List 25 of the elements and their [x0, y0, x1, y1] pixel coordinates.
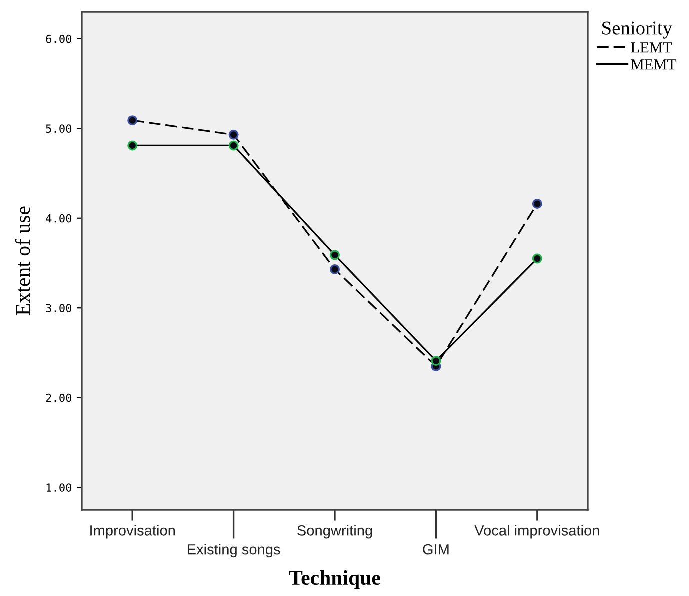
legend-title: Seniority: [602, 22, 672, 39]
y-tick-label: 4.00: [46, 214, 72, 223]
point: [128, 116, 138, 126]
y-tick-label: 1.00: [46, 484, 72, 492]
point: [330, 250, 340, 260]
point: [431, 356, 442, 366]
legend-label: MEMT: [631, 60, 676, 70]
point: [330, 264, 340, 275]
point: [532, 199, 542, 210]
point: [128, 140, 138, 151]
y-axis-title: Extent of use: [15, 206, 30, 316]
x-axis-title: Technique: [289, 570, 380, 590]
x-tick-label: Existing songs: [188, 544, 280, 558]
point: [228, 130, 239, 140]
legend-label: LEMT: [631, 42, 672, 53]
x-tick-label: Improvisation: [90, 525, 176, 539]
point: [532, 254, 542, 264]
x-tick-label: GIM: [423, 544, 449, 555]
y-tick-label: 3.00: [46, 304, 72, 313]
y-tick-label: 5.00: [46, 124, 72, 134]
y-tick-label: 2.00: [46, 394, 72, 402]
x-tick-label: Songwriting: [298, 525, 372, 539]
x-tick-label: Vocal improvisation: [474, 525, 600, 539]
y-tick-label: 6.00: [46, 34, 72, 44]
point: [228, 140, 239, 151]
